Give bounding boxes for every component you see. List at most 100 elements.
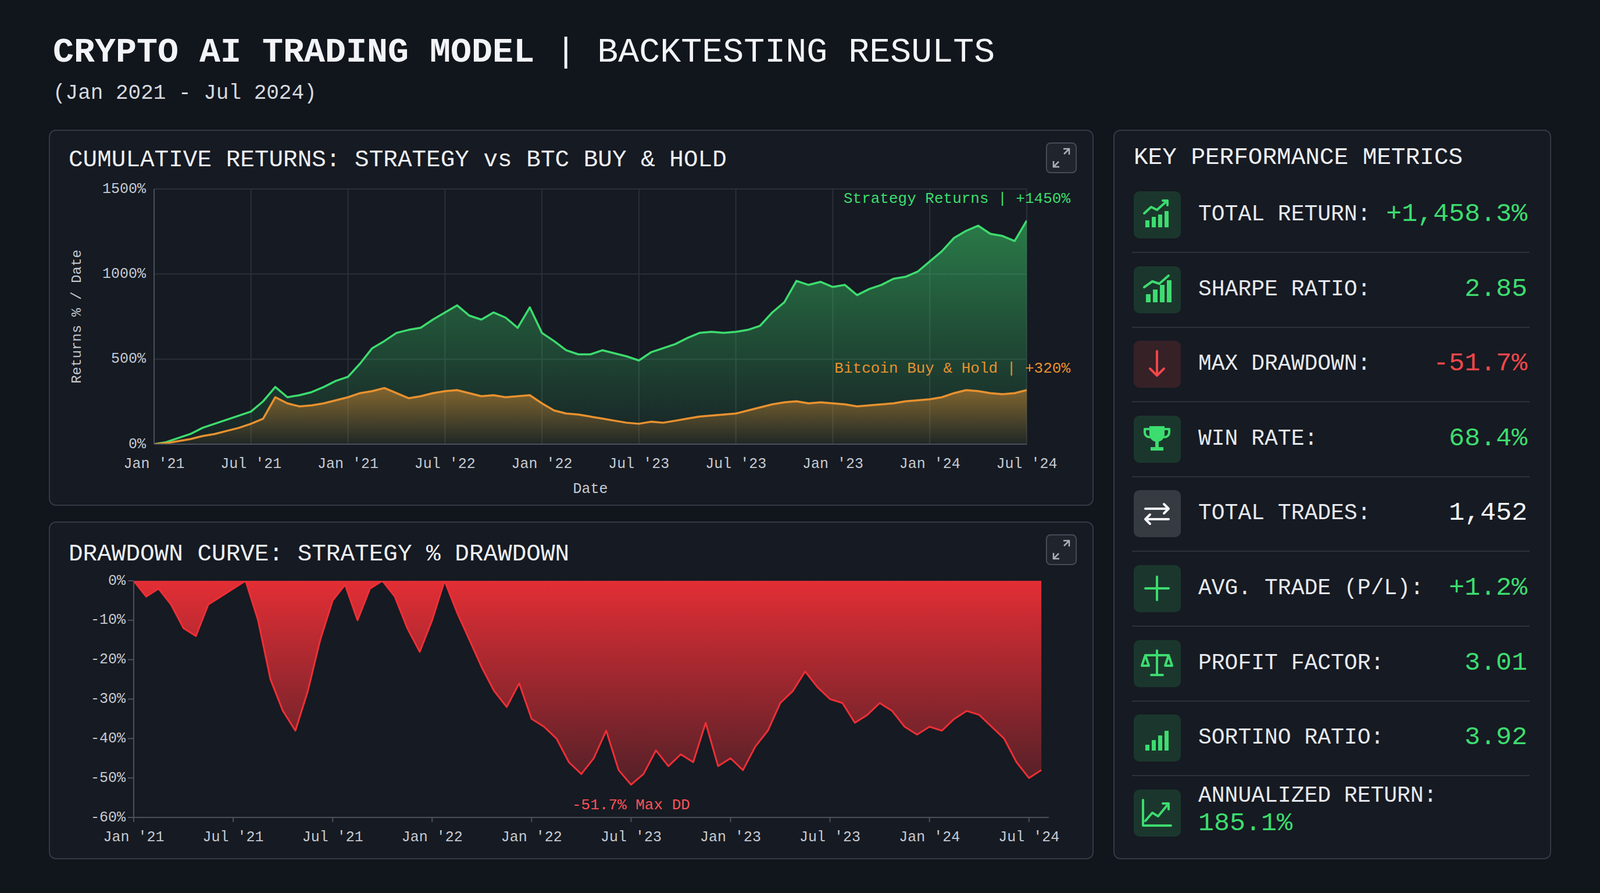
chart-title: DRAWDOWN CURVE: STRATEGY % DRAWDOWN (68, 540, 570, 568)
icon-glyph (1151, 740, 1156, 751)
tick-mark (530, 817, 532, 823)
grid-line (250, 188, 252, 445)
metric-separator (1131, 251, 1530, 253)
metric-separator (1131, 326, 1530, 328)
x-tick-label: Jan '21 (317, 455, 379, 473)
x-axis-line (133, 816, 1049, 819)
expand-button[interactable] (1046, 143, 1077, 173)
grid-line (153, 188, 155, 445)
x-axis-line (154, 443, 1027, 445)
plot-marks (133, 580, 1042, 785)
tick-mark (127, 816, 134, 819)
metric-separator (1131, 775, 1530, 777)
page-subtitle: (Jan 2021 - Jul 2024) (52, 81, 317, 106)
y-tick-label: -50% (90, 769, 127, 787)
metric-icon (1133, 340, 1181, 388)
icon-bg (1133, 340, 1181, 388)
x-tick-label: Jan '21 (102, 829, 164, 846)
returns-panel: CUMULATIVE RETURNS: STRATEGY vs BTC BUY … (48, 129, 1094, 506)
icon-glyph (1145, 220, 1150, 228)
y-tick-label: -60% (90, 809, 127, 827)
x-tick-label: Jan '24 (898, 829, 960, 846)
icon-glyph (1158, 735, 1163, 751)
expand-button[interactable] (1046, 534, 1077, 565)
y-axis-title: Returns % / Date (69, 249, 85, 384)
metric-separator (1131, 476, 1530, 478)
x-tick-label: Jul '23 (608, 455, 670, 473)
tick-mark (127, 737, 134, 739)
metric-label: PROFIT FACTOR: (1198, 650, 1384, 677)
metric-icon (1133, 191, 1181, 239)
icon-glyph (1158, 214, 1163, 228)
icon-glyph (1145, 294, 1151, 303)
metric-label: TOTAL RETURN: (1198, 201, 1371, 228)
metric-separator (1131, 550, 1530, 552)
x-tick-label: Jan '23 (700, 829, 762, 846)
icon-bg (1133, 415, 1181, 463)
area (133, 580, 1042, 785)
metric-icon (1133, 789, 1181, 837)
x-tick-label: Jan '24 (899, 455, 961, 473)
icon-bg (1133, 490, 1181, 538)
y-axis-line (133, 580, 135, 818)
chart: CUMULATIVE RETURNS: STRATEGY vs BTC BUY … (50, 130, 1093, 505)
x-tick-label: Jul '23 (705, 455, 767, 473)
grid-line (154, 273, 1027, 275)
tick-mark (133, 817, 135, 823)
icon-glyph (1145, 576, 1169, 600)
y-axis-line (153, 188, 155, 445)
metric-icon (1133, 415, 1181, 463)
chart: DRAWDOWN CURVE: STRATEGY % DRAWDOWN0%-10… (50, 522, 1093, 859)
y-tick-label: -20% (90, 651, 127, 669)
annotation: -51.7% Max DD (572, 796, 691, 814)
metric-value: 3.01 (1464, 647, 1528, 680)
tick-mark (127, 698, 134, 700)
icon-glyph (1166, 280, 1172, 303)
metric-icon (1133, 640, 1181, 688)
metric-icon (1133, 490, 1181, 538)
tick-mark (127, 580, 134, 582)
tick-mark (127, 659, 134, 661)
title-rest: | BACKTESTING RESULTS (555, 32, 995, 73)
x-tick-label: Jan '23 (802, 455, 864, 473)
icon-glyph (1144, 200, 1168, 214)
y-tick-label: -10% (90, 611, 127, 629)
title-main: CRYPTO AI TRADING MODEL (52, 32, 556, 73)
icon-glyph (1149, 426, 1165, 442)
tick-mark (630, 817, 632, 823)
metric-label: TOTAL TRADES: (1198, 500, 1371, 527)
metric-icon (1133, 714, 1181, 762)
x-tick-label: Jul '21 (220, 455, 282, 473)
icon-glyph (1144, 275, 1169, 288)
metric-label: WIN RATE: (1198, 426, 1318, 452)
tick-mark (1028, 817, 1030, 823)
metric-separator (1131, 401, 1530, 403)
x-tick-label: Jul '23 (799, 829, 861, 846)
metric-value: 2.85 (1464, 273, 1528, 306)
labels: Strategy Returns | +1450%Bitcoin Buy & H… (834, 190, 1071, 377)
tick-mark (929, 817, 931, 823)
x-tick-label: Jan '22 (401, 829, 463, 846)
tick-mark (431, 817, 433, 823)
metric-value: 1,452 (1448, 497, 1528, 530)
icon-glyph (1159, 284, 1165, 303)
expand-glyph (1053, 540, 1070, 559)
area (154, 220, 1027, 445)
icon-bg (1133, 191, 1181, 239)
metrics-title: KEY PERFORMANCE METRICS (1133, 143, 1463, 172)
metric-icon (1133, 266, 1181, 314)
x-tick-label: Jan '21 (123, 455, 185, 473)
x-tick-label: Jan '22 (511, 455, 573, 473)
metric-icon (1133, 565, 1181, 613)
x-tick-label: Jul '24 (995, 455, 1057, 473)
metric-value: +1,458.3% (1386, 198, 1528, 231)
line (133, 580, 1042, 785)
icon-bg (1133, 640, 1181, 688)
icon-glyph (1151, 216, 1156, 228)
series-label: Bitcoin Buy & Hold | +320% (834, 359, 1071, 378)
y-tick-label: -30% (90, 690, 127, 708)
expand-box (1046, 534, 1077, 565)
icon-glyph (1145, 504, 1169, 524)
tick-mark (829, 817, 831, 823)
metric-value: 185.1% (1198, 808, 1293, 840)
